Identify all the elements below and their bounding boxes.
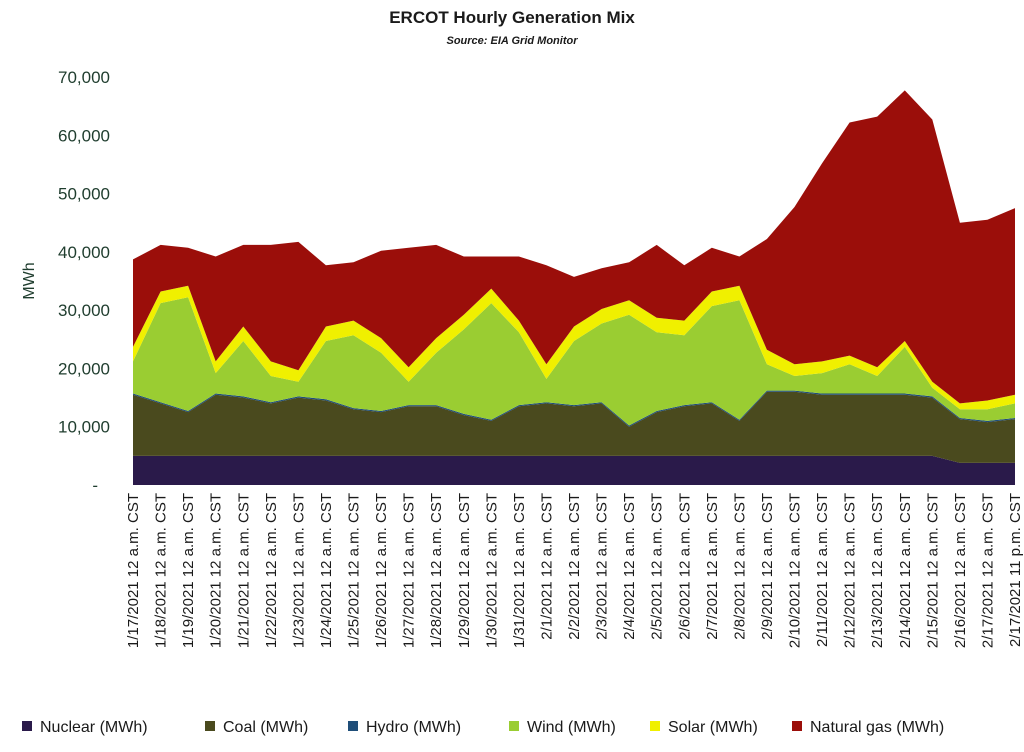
legend-swatch — [792, 721, 802, 731]
y-tick-label: 30,000 — [58, 301, 110, 320]
x-tick-label: 2/4/2021 12 a.m. CST — [621, 493, 638, 640]
x-tick-label: 1/26/2021 12 a.m. CST — [373, 493, 390, 648]
x-tick-label: 1/30/2021 12 a.m. CST — [483, 493, 500, 648]
legend-label: Wind (MWh) — [527, 719, 616, 736]
series-area-nuclear — [133, 455, 1015, 485]
chart-title: ERCOT Hourly Generation Mix — [389, 8, 635, 27]
x-tick-label: 2/14/2021 12 a.m. CST — [897, 493, 914, 648]
y-tick-label-zero: - — [92, 476, 98, 495]
series-area-natural-gas — [133, 90, 1015, 404]
x-tick-label: 2/10/2021 12 a.m. CST — [787, 493, 804, 648]
legend-swatch — [205, 721, 215, 731]
legend-label: Solar (MWh) — [668, 719, 758, 736]
y-tick-label: 60,000 — [58, 126, 110, 145]
legend-swatch — [509, 721, 519, 731]
x-tick-label: 1/28/2021 12 a.m. CST — [428, 493, 445, 648]
x-tick-label: 2/2/2021 12 a.m. CST — [566, 493, 583, 640]
x-tick-label: 2/17/2021 11 p.m. CST — [1007, 493, 1024, 647]
legend-label: Nuclear (MWh) — [40, 719, 148, 736]
x-tick-label: 2/7/2021 12 a.m. CST — [704, 493, 721, 640]
x-tick-label: 1/22/2021 12 a.m. CST — [263, 493, 280, 648]
legend-swatch — [348, 721, 358, 731]
x-tick-label: 1/23/2021 12 a.m. CST — [290, 493, 307, 648]
y-axis-label: MWh — [21, 262, 38, 299]
x-tick-label: 1/27/2021 12 a.m. CST — [401, 493, 418, 648]
x-tick-label: 1/19/2021 12 a.m. CST — [180, 493, 197, 648]
legend-label: Hydro (MWh) — [366, 719, 461, 736]
y-tick-label: 20,000 — [58, 359, 110, 378]
y-tick-label: 50,000 — [58, 185, 110, 204]
legend-swatch — [22, 721, 32, 731]
x-tick-label: 1/24/2021 12 a.m. CST — [318, 493, 335, 648]
x-tick-label: 2/11/2021 12 a.m. CST — [814, 493, 831, 647]
x-tick-label: 2/9/2021 12 a.m. CST — [759, 493, 776, 640]
x-tick-label: 2/17/2021 12 a.m. CST — [979, 493, 996, 648]
x-tick-label: 2/5/2021 12 a.m. CST — [649, 493, 666, 640]
x-tick-label: 2/3/2021 12 a.m. CST — [594, 493, 611, 640]
series-area-wind — [133, 297, 1015, 426]
series-area-coal — [133, 391, 1015, 463]
y-tick-label: 40,000 — [58, 243, 110, 262]
y-tick-label: 10,000 — [58, 418, 110, 437]
x-tick-label: 2/15/2021 12 a.m. CST — [924, 493, 941, 648]
x-tick-label: 1/20/2021 12 a.m. CST — [208, 493, 225, 648]
x-tick-label: 1/21/2021 12 a.m. CST — [235, 493, 252, 648]
x-tick-label: 2/6/2021 12 a.m. CST — [676, 493, 693, 640]
x-tick-label: 1/29/2021 12 a.m. CST — [456, 493, 473, 648]
legend-label: Coal (MWh) — [223, 719, 308, 736]
x-tick-label: 1/31/2021 12 a.m. CST — [511, 493, 528, 648]
x-tick-label: 1/17/2021 12 a.m. CST — [125, 493, 142, 648]
x-tick-label: 2/12/2021 12 a.m. CST — [842, 493, 859, 648]
chart-subtitle: Source: EIA Grid Monitor — [446, 35, 578, 47]
series-area-hydro — [133, 390, 1015, 427]
x-tick-label: 2/1/2021 12 a.m. CST — [538, 493, 555, 640]
legend-swatch — [650, 721, 660, 731]
x-tick-label: 1/18/2021 12 a.m. CST — [153, 493, 170, 648]
legend-label: Natural gas (MWh) — [810, 719, 944, 736]
x-tick-label: 1/25/2021 12 a.m. CST — [346, 493, 363, 648]
x-tick-label: 2/16/2021 12 a.m. CST — [952, 493, 969, 648]
x-tick-label: 2/8/2021 12 a.m. CST — [731, 493, 748, 640]
y-tick-label: 70,000 — [58, 68, 110, 87]
x-tick-label: 2/13/2021 12 a.m. CST — [869, 493, 886, 648]
